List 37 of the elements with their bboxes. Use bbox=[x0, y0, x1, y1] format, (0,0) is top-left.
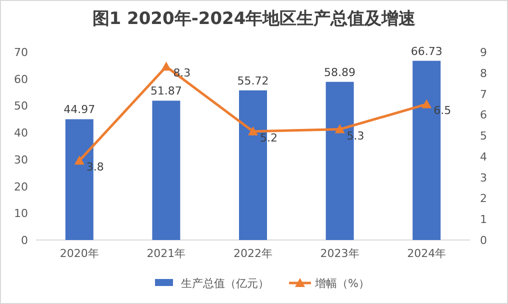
x-tick-label: 2020年 bbox=[60, 247, 99, 260]
y-tick-label: 40 bbox=[14, 126, 28, 140]
data-label: 44.97 bbox=[64, 103, 96, 116]
y-tick-label: 60 bbox=[14, 72, 28, 86]
legend-label: 增幅（%） bbox=[314, 277, 370, 290]
y2-tick-label: 9 bbox=[480, 46, 487, 59]
point bbox=[334, 124, 345, 134]
x-tick-label: 2024年 bbox=[407, 247, 446, 260]
bar bbox=[152, 100, 180, 240]
point bbox=[74, 156, 84, 165]
y-tick-label: 20 bbox=[14, 180, 28, 194]
x-tick-label: 2023年 bbox=[320, 247, 360, 260]
point bbox=[248, 126, 258, 136]
y2-tick-label: 5 bbox=[480, 130, 487, 143]
y2-tick-label: 8 bbox=[480, 66, 487, 80]
y-tick-label: 0 bbox=[21, 234, 28, 247]
data-label: 58.89 bbox=[324, 66, 356, 79]
legend-label: 生产总值（亿元） bbox=[181, 277, 269, 290]
y2-tick-label: 4 bbox=[480, 150, 487, 164]
y2-tick-label: 0 bbox=[480, 234, 487, 247]
data-label: 55.72 bbox=[237, 74, 269, 88]
data-label: 66.73 bbox=[410, 44, 442, 58]
y2-tick-label: 3 bbox=[480, 171, 487, 184]
x-tick-label: 2021年 bbox=[146, 247, 186, 260]
y2-tick-label: 1 bbox=[480, 213, 487, 226]
y2-tick-label: 7 bbox=[480, 88, 487, 101]
y2-tick-label: 6 bbox=[480, 108, 487, 122]
y-tick-label: 70 bbox=[14, 46, 28, 59]
x-tick-label: 2022年 bbox=[234, 247, 272, 260]
y2-tick-label: 2 bbox=[480, 192, 487, 206]
title: 图1 2020年-2024年地区生产总值及增速 bbox=[92, 9, 416, 29]
point bbox=[161, 62, 172, 71]
y-tick-label: 10 bbox=[14, 207, 28, 220]
y-tick-label: 50 bbox=[14, 100, 28, 113]
y-tick-label: 30 bbox=[14, 153, 28, 166]
data-label: 51.87 bbox=[150, 84, 182, 98]
point bbox=[422, 99, 432, 108]
